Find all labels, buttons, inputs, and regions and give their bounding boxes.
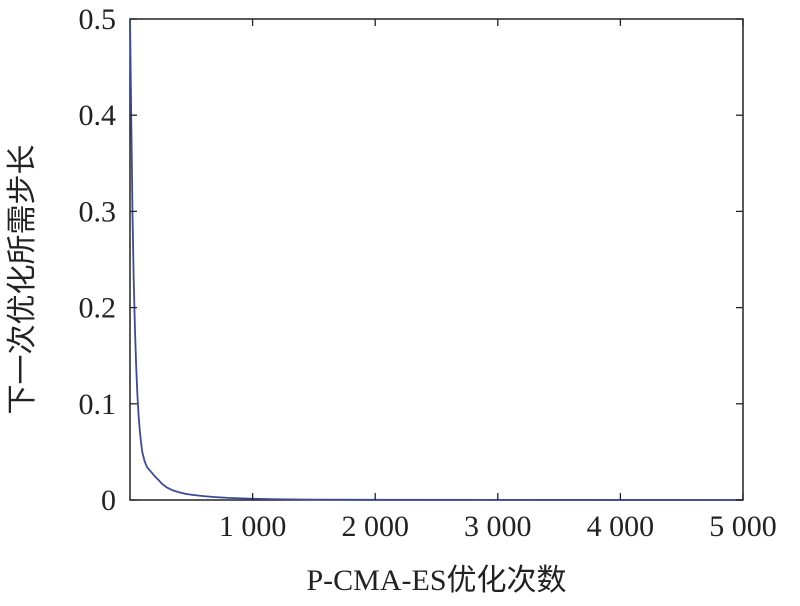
x-tick-label: 3 000 (464, 510, 532, 543)
plot-frame (129, 18, 744, 501)
x-tick-label: 1 000 (219, 510, 287, 543)
plot-border (129, 18, 744, 501)
tick-labels-layer: 1 000 2 000 3 000 4 000 5 000 0 0.1 0.2 0.3 0.4 0.… (79, 3, 777, 543)
x-tick-label: 2 000 (341, 510, 409, 543)
y-tick-label: 0.4 (79, 99, 117, 132)
y-tick-label: 0.5 (79, 3, 117, 36)
y-tick-label: 0.1 (79, 388, 117, 421)
y-tick-label: 0 (101, 484, 116, 517)
y-axis-title: 下一次优化所需步长 (6, 145, 39, 415)
y-tick-label: 0.2 (79, 292, 117, 325)
series-line (129, 18, 744, 501)
ticks-layer (130, 18, 744, 501)
series-layer (129, 18, 744, 501)
x-axis-title: P-CMA-ES优化次数 (306, 564, 566, 597)
y-tick-label: 0.3 (79, 195, 117, 228)
x-tick-label: 4 000 (587, 510, 655, 543)
x-tick-label: 5 000 (709, 510, 777, 543)
